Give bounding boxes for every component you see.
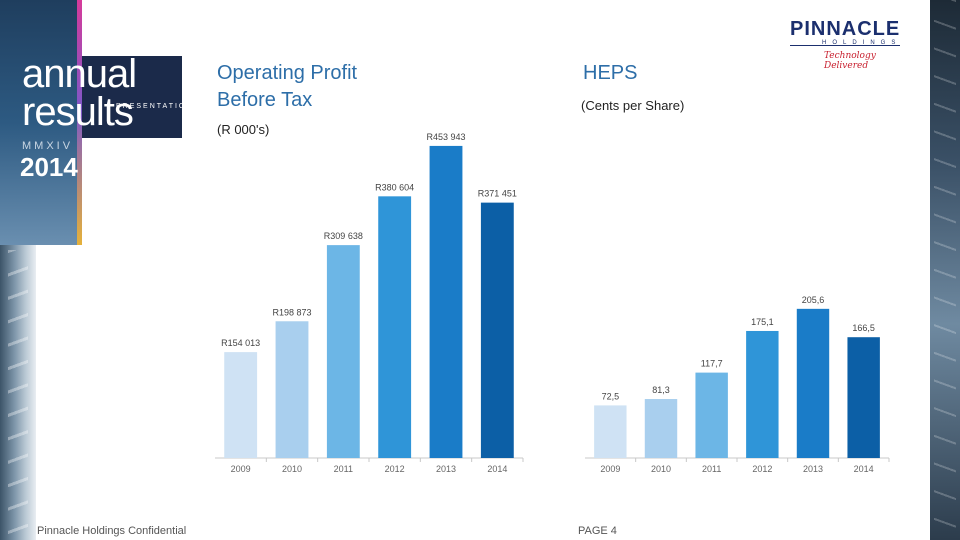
badge-color-stripe [77, 0, 82, 245]
heps-bar-2011 [695, 372, 728, 458]
footer-confidential: Pinnacle Holdings Confidential [37, 525, 187, 537]
logo-tagline: Technology Delivered [824, 51, 876, 71]
pinnacle-logo: PINNACLE HOLDINGS Technology Delivered [786, 16, 911, 71]
chart-subtitle-heps: (Cents per Share) [581, 98, 685, 113]
badge-label-box [82, 56, 182, 138]
heps-data-label-2011: 117,7 [701, 359, 723, 369]
operating-profit-bar-2013 [429, 145, 463, 458]
operating-profit-data-label-2013: R453 943 [426, 132, 465, 142]
operating-profit-data-label-2014: R371 451 [478, 189, 517, 199]
badge-presentation-label: PRESENTATION [116, 103, 194, 110]
logo-name: PINNACLE [790, 18, 901, 40]
operating-profit-data-label-2009: R154 013 [221, 338, 260, 348]
logo-divider [790, 45, 900, 46]
background-right-panel [930, 0, 960, 540]
chart-title-operating-profit: Operating Profit Before Tax [217, 62, 358, 111]
operating-profit-bar-2012 [378, 196, 412, 458]
badge-line-annual: annual [22, 52, 137, 96]
operating-profit-tick-label-2013: 2013 [436, 464, 456, 474]
badge-line-results: results [22, 90, 134, 134]
operating-profit-tick-label-2014: 2014 [487, 464, 507, 474]
operating-profit-tick-label-2009: 2009 [231, 464, 251, 474]
heps-tick-label-2012: 2012 [752, 464, 772, 474]
heps-bar-2013 [796, 308, 830, 458]
background-right-texture [934, 0, 956, 540]
operating-profit-bar-2011 [326, 245, 360, 458]
operating-profit-bar-2009 [224, 352, 258, 458]
heps-data-label-2014: 166,5 [852, 323, 875, 333]
operating-profit-data-label-2012: R380 604 [375, 182, 414, 192]
badge-background [0, 0, 82, 245]
heps-tick-label-2010: 2010 [651, 464, 671, 474]
footer-page-number: PAGE 4 [578, 525, 617, 537]
chart-subtitle-operating-profit: (R 000's) [217, 122, 270, 137]
heps-data-label-2013: 205,6 [802, 295, 825, 305]
heps-tick-label-2014: 2014 [854, 464, 874, 474]
operating-profit-tick-label-2012: 2012 [385, 464, 405, 474]
badge-year: 2014 [20, 152, 78, 182]
chart-title-heps: HEPS [583, 62, 638, 84]
heps-bar-2010 [644, 399, 678, 458]
operating-profit-chart: R154 013 2009 R198 873 2010 R309 638 2011 R380… [215, 132, 524, 474]
heps-chart: 72,5 2009 81,3 2010 117,7 2011 175,1 2012 205,6 2… [585, 295, 890, 474]
heps-data-label-2009: 72,5 [602, 391, 620, 401]
operating-profit-data-label-2010: R198 873 [272, 307, 311, 317]
heps-tick-label-2009: 2009 [600, 464, 620, 474]
heps-bar-2009 [594, 405, 627, 458]
heps-tick-label-2011: 2011 [702, 464, 721, 474]
heps-bar-2014 [847, 337, 880, 458]
operating-profit-data-label-2011: R309 638 [324, 231, 363, 241]
heps-data-label-2010: 81,3 [652, 385, 670, 395]
heps-bar-2012 [746, 330, 779, 458]
annual-results-badge: annual results PRESENTATION MMXIV 2014 [0, 0, 191, 245]
heps-tick-label-2013: 2013 [803, 464, 823, 474]
logo-subtitle: HOLDINGS [822, 40, 902, 46]
operating-profit-bar-2014 [480, 202, 514, 458]
operating-profit-tick-label-2011: 2011 [334, 464, 353, 474]
background-left-texture [8, 250, 28, 540]
badge-roman-year: MMXIV [22, 140, 74, 152]
operating-profit-bar-2010 [275, 321, 309, 458]
operating-profit-tick-label-2010: 2010 [282, 464, 302, 474]
heps-data-label-2012: 175,1 [751, 317, 774, 327]
